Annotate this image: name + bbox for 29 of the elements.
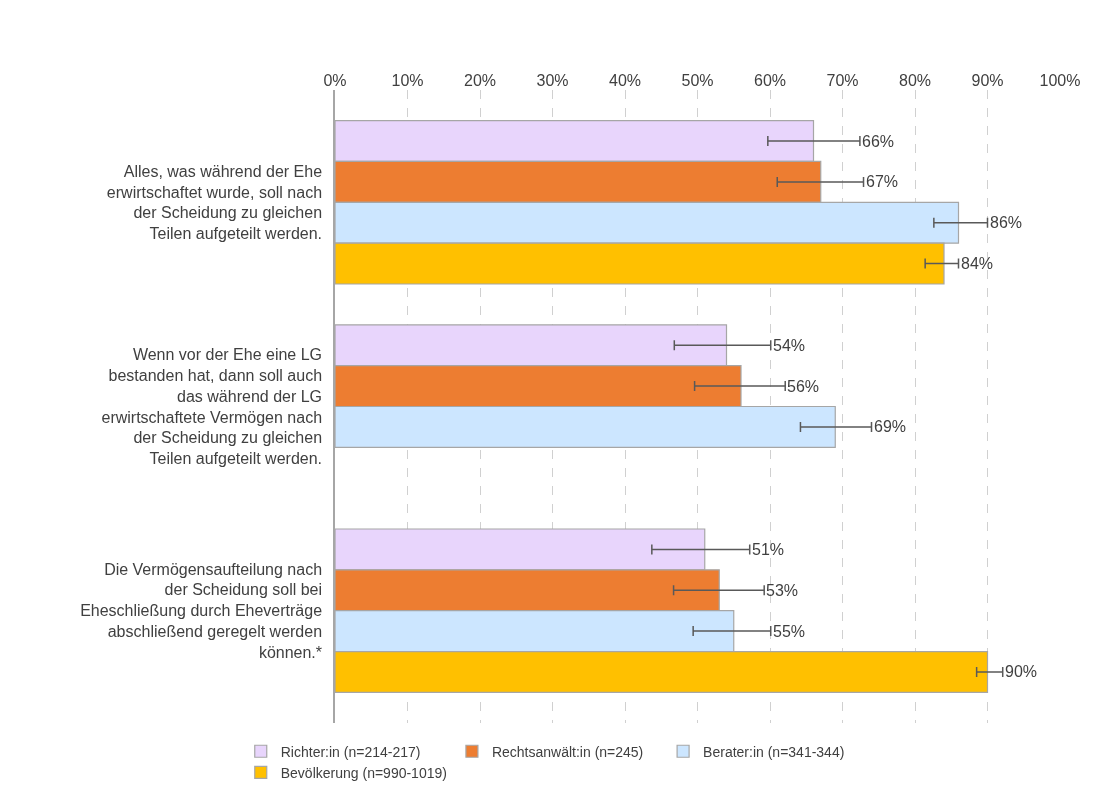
x-tick-label: 10% bbox=[391, 71, 424, 89]
x-tick-label: 90% bbox=[971, 71, 1004, 89]
legend-label: Bevölkerung (n=990-1019) bbox=[280, 764, 447, 781]
data-label: 67% bbox=[866, 173, 899, 190]
data-label: 90% bbox=[1005, 663, 1038, 680]
x-tick-label: 40% bbox=[608, 71, 642, 89]
x-tick-label: 80% bbox=[898, 71, 932, 89]
data-label: 69% bbox=[874, 418, 907, 435]
data-label: 66% bbox=[862, 133, 895, 150]
x-tick-label: 20% bbox=[463, 71, 497, 89]
x-tick-label: 100% bbox=[1039, 71, 1081, 89]
data-label: 51% bbox=[752, 541, 785, 558]
legend-label: Rechtsanwält:in (n=245) bbox=[491, 743, 644, 760]
data-label: 86% bbox=[990, 214, 1023, 231]
data-label: 55% bbox=[773, 623, 806, 640]
y-tick-label: Wenn vor der Ehe eine LG bestanden hat, dann soll auch das während der LG erwirtschaftete Vermögen nach der Scheidung zu gleichen Teilen aufgeteilt werden. bbox=[101, 346, 323, 468]
data-label: 54% bbox=[773, 337, 806, 354]
x-tick-label: 50% bbox=[681, 71, 714, 89]
data-label: 84% bbox=[961, 255, 994, 272]
x-tick-label: 30% bbox=[536, 71, 569, 89]
y-tick-label: Alles, was während der Ehe erwirtschaftet wurde, soll nach der Scheidung zu gleichen Teilen aufgeteilt werden. bbox=[106, 162, 323, 243]
data-label: 53% bbox=[766, 582, 799, 599]
legend-label: Berater:in (n=341-344) bbox=[703, 743, 845, 760]
x-tick-label: 0% bbox=[323, 71, 347, 89]
y-tick-label: Die Vermögensaufteilung nach der Scheidung soll bei Eheschließung durch Eheverträge abschließend geregelt werden können.* bbox=[80, 560, 323, 661]
data-label: 56% bbox=[787, 378, 820, 395]
x-tick-label: 60% bbox=[753, 71, 787, 89]
legend-label: Richter:in (n=214-217) bbox=[280, 743, 421, 760]
x-tick-label: 70% bbox=[826, 71, 859, 89]
